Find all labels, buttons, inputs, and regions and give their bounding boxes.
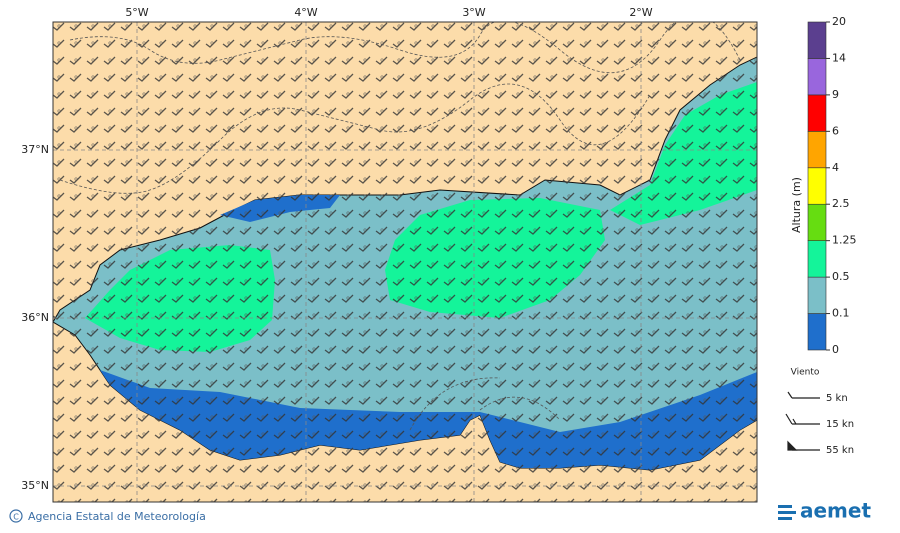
colorbar-band	[807, 203, 827, 241]
colorbar: 0 0.1 0.5 1.25 2.5 4 6 9 14 20	[807, 15, 857, 356]
colorbar-label: 9	[832, 88, 839, 101]
colorbar-band	[807, 131, 827, 169]
logo-icon	[778, 505, 796, 520]
wind-legend-barbs	[785, 391, 820, 451]
map-frame	[52, 21, 758, 503]
colorbar-label: 0	[832, 343, 839, 356]
latitude-label: 35°N	[21, 479, 49, 492]
latitude-labels: 37°N 36°N 35°N	[21, 143, 49, 492]
longitude-label: 2°W	[629, 6, 652, 19]
grid	[53, 22, 757, 502]
colorbar-band	[807, 167, 827, 205]
longitude-label: 5°W	[125, 6, 148, 19]
colorbar-label: 2.5	[832, 197, 850, 210]
latitude-label: 36°N	[21, 311, 49, 324]
borders	[59, 22, 741, 431]
colorbar-label: 4	[832, 161, 839, 174]
footer-logo[interactable]: aemet	[800, 499, 871, 523]
wind-legend-entry: 5 kn	[826, 393, 848, 404]
colorbar-band	[807, 94, 827, 132]
colorbar-label: 6	[832, 124, 839, 137]
latitude-label: 37°N	[21, 143, 49, 156]
footer-credit: Agencia Estatal de Meteorología	[28, 510, 206, 523]
copyright-icon	[9, 509, 23, 523]
wind-legend-title: Viento	[791, 368, 820, 378]
colorbar-band	[807, 21, 827, 59]
longitude-labels: 5°W 4°W 3°W 2°W	[125, 6, 652, 19]
colorbar-band	[807, 240, 827, 278]
colorbar-title: Altura (m)	[790, 177, 803, 233]
colorbar-label: 1.25	[832, 234, 857, 247]
colorbar-label: 0.1	[832, 307, 850, 320]
colorbar-band	[807, 58, 827, 96]
colorbar-label: 0.5	[832, 270, 850, 283]
colorbar-label: 14	[832, 51, 846, 64]
longitude-label: 3°W	[462, 6, 485, 19]
wind-barbs	[53, 22, 757, 502]
colorbar-label: 20	[832, 15, 846, 28]
colorbar-band	[807, 276, 827, 314]
wind-legend-entry: 15 kn	[826, 419, 854, 430]
copyright-c: C	[13, 513, 19, 522]
colorbar-band	[807, 313, 827, 351]
map	[53, 22, 757, 502]
longitude-label: 4°W	[294, 6, 317, 19]
wind-legend-entry: 55 kn	[826, 445, 854, 456]
